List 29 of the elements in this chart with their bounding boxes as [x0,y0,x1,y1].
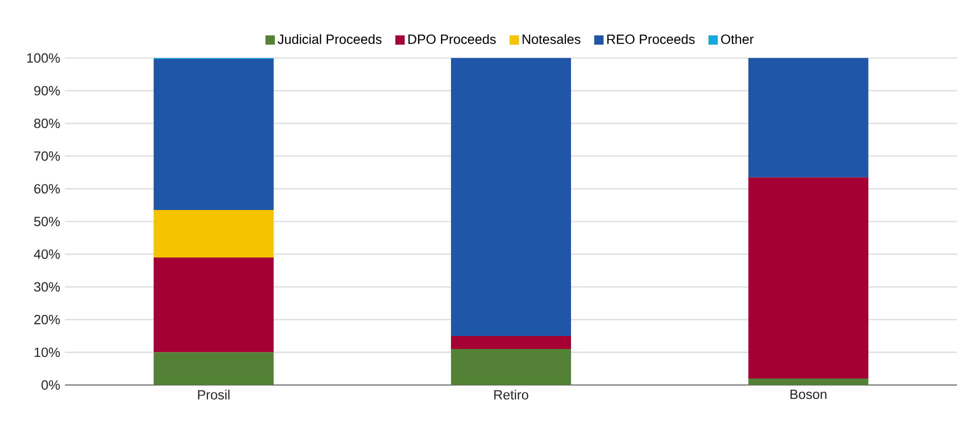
x-tick-label: Boson [790,390,826,400]
x-tick-label: Prosil [198,390,230,400]
y-tick-label: 20% [34,314,60,324]
bar [154,257,274,352]
bar [154,352,274,385]
legend-label: REO Proceeds [607,34,695,44]
legend-label: Other [721,34,754,44]
legend-label: Judicial Proceeds [278,34,382,44]
y-tick-label: 70% [34,151,60,161]
bar [451,349,572,385]
legend-label: DPO Proceeds [408,34,496,44]
y-tick-label: 10% [34,348,60,358]
y-tick-label: 40% [34,249,60,259]
bar [748,58,868,178]
y-tick-label: 90% [34,86,60,96]
y-tick-label: 30% [34,282,60,292]
y-tick-label: 0% [42,380,60,390]
bar [748,378,868,385]
y-tick-label: 50% [34,216,60,226]
bar [154,210,274,258]
bar [154,58,274,210]
legend-label: Notesales [522,34,580,44]
y-tick-label: 80% [34,118,60,128]
y-tick-label: 100% [27,53,60,63]
bar [451,58,572,336]
bar [748,177,868,378]
bar [451,336,572,350]
y-tick-label: 60% [34,184,60,194]
x-tick-label: Retiro [494,390,528,400]
